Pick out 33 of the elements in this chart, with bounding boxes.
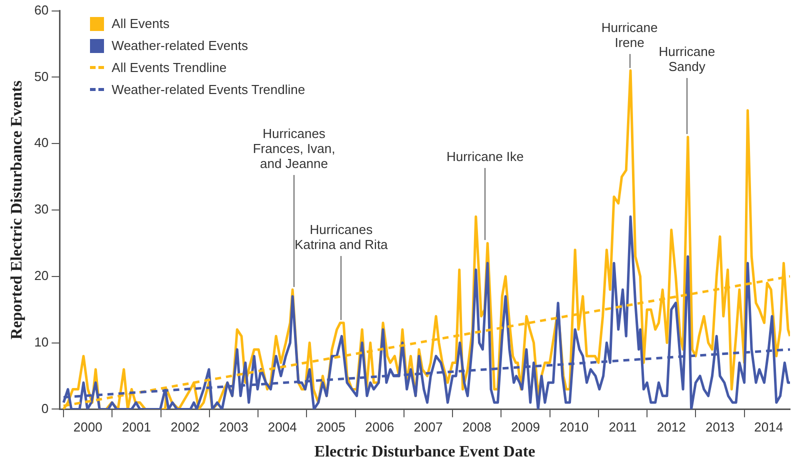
legend-label: Weather-related Events Trendline [112,80,306,99]
x-tick-label: 2006 [365,420,394,435]
y-axis-title: Reported Electric Disturbance Events [8,80,26,340]
annotation: Hurricanes Frances, Ivan, and Jeanne [252,126,336,171]
x-tick-label: 2004 [268,420,297,435]
legend-label: All Events Trendline [112,58,227,77]
y-tick-label: 30 [34,202,49,217]
y-tick-label: 40 [34,135,49,150]
y-tick-label: 60 [34,2,49,18]
x-tick-label: 2005 [316,420,346,435]
annotation: Hurricane Ike [446,149,524,164]
x-tick-label: 2012 [656,420,686,435]
legend-label: All Events [112,14,170,33]
x-tick-label: 2000 [73,420,102,435]
x-axis-title: Electric Disturbance Event Date [314,444,536,461]
y-tick-label: 0 [41,400,49,416]
x-tick-label: 2013 [706,420,734,435]
y-tick-label: 10 [34,334,49,350]
x-tick-label: 2010 [560,420,589,435]
legend-label: Weather-related Events [112,36,248,55]
x-tick-label: 2007 [414,420,443,435]
y-tick-label: 50 [34,68,49,84]
annotation: Hurricane Sandy [658,44,716,74]
x-tick-label: 2011 [608,420,637,435]
x-tick-label: 2014 [754,420,784,435]
x-tick-label: 2003 [219,420,248,435]
x-tick-label: 2001 [122,420,151,435]
annotation: Hurricanes Katrina and Rita [294,222,388,252]
x-tick-label: 2002 [170,420,200,435]
x-tick-label: 2009 [511,420,540,435]
y-tick-label: 20 [34,268,49,283]
x-tick-label: 2008 [462,420,492,435]
annotation: Hurricane Irene [601,20,658,50]
